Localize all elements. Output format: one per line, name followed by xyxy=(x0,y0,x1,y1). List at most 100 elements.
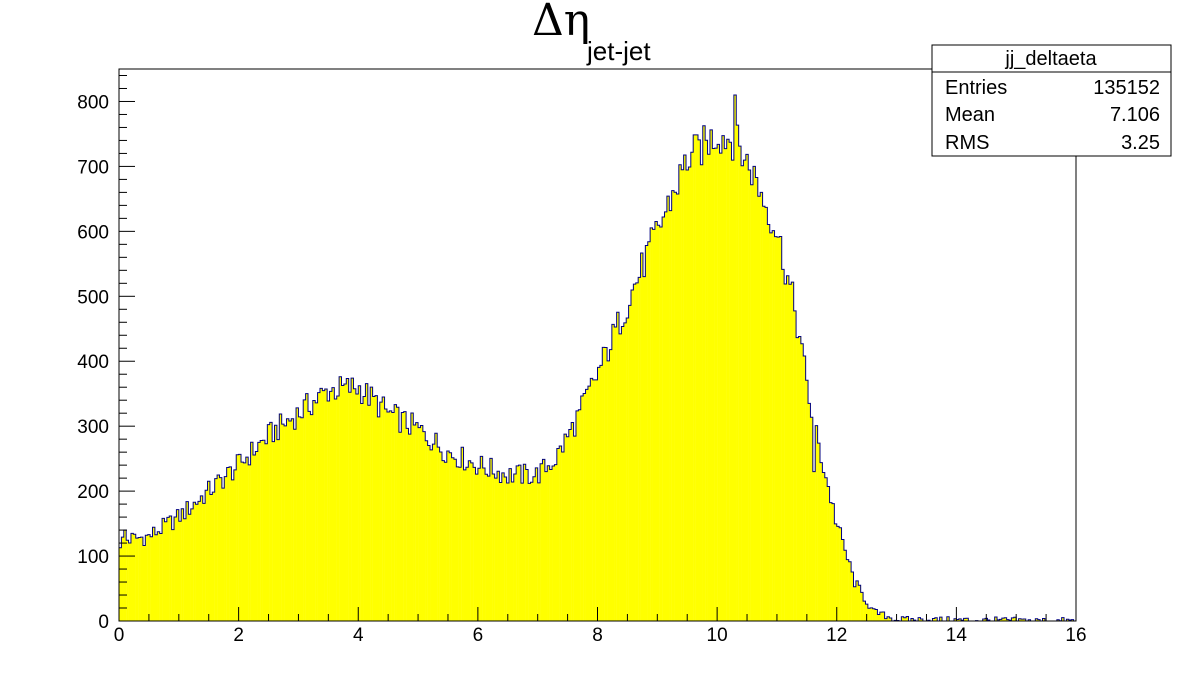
histogram-bin xyxy=(733,94,737,622)
histogram-bin xyxy=(468,460,471,621)
histogram-bin xyxy=(255,451,258,621)
histogram-bin xyxy=(444,462,447,621)
histogram-bin xyxy=(583,393,586,621)
histogram-bin xyxy=(676,193,680,621)
histogram-bin xyxy=(300,417,304,621)
histogram-bin xyxy=(657,225,660,621)
histogram-bin xyxy=(475,474,479,621)
histogram-bin xyxy=(671,190,675,621)
histogram-bin xyxy=(556,448,560,621)
histogram-bin xyxy=(839,527,842,621)
histogram-bin xyxy=(434,433,438,621)
histogram-bin xyxy=(834,523,837,621)
histogram-bin xyxy=(260,440,263,621)
histogram-bin xyxy=(674,192,677,621)
histogram-bin xyxy=(171,529,175,621)
stats-box-frame xyxy=(931,44,1172,157)
histogram-fill xyxy=(119,94,1074,622)
chart-title: Δη jet-jet xyxy=(532,0,651,66)
histogram-outline xyxy=(119,94,1076,622)
histogram-bin xyxy=(334,399,337,621)
histogram-bin xyxy=(415,422,419,621)
histogram-bin xyxy=(425,440,428,621)
histogram-bin xyxy=(865,604,869,621)
histogram-bin xyxy=(154,534,158,621)
histogram-bin xyxy=(298,416,302,621)
stats-rms-value: 3.25 xyxy=(1121,132,1160,154)
histogram-bin xyxy=(707,154,711,622)
histogram-bin xyxy=(901,616,904,621)
histogram-bin xyxy=(662,216,665,621)
histogram-bin xyxy=(336,395,340,621)
histogram-bin xyxy=(1013,617,1017,621)
x-tick-label: 6 xyxy=(473,625,484,646)
histogram-bin xyxy=(958,618,962,621)
histogram-bin xyxy=(1011,617,1014,621)
histogram-bin xyxy=(853,586,857,621)
histogram-bin xyxy=(537,482,541,621)
histogram-bin xyxy=(126,540,129,621)
histogram-bin xyxy=(233,469,237,621)
histogram-bin xyxy=(200,495,203,621)
histogram-bin xyxy=(688,166,691,622)
histogram-bin xyxy=(485,474,488,621)
histogram-bin xyxy=(910,618,914,621)
histogram-bin xyxy=(800,343,804,621)
histogram-bin xyxy=(492,474,495,621)
histogram-bin xyxy=(798,336,802,621)
histogram-bin xyxy=(245,457,249,621)
histogram-bin xyxy=(267,424,270,621)
histogram-bin xyxy=(884,618,888,621)
histogram-bin xyxy=(683,154,687,622)
histogram-bin xyxy=(616,312,620,621)
histogram-bin xyxy=(757,196,761,621)
histogram-bin xyxy=(123,530,127,621)
histogram-bin xyxy=(130,533,134,621)
histogram-bin xyxy=(1001,618,1005,621)
histogram-bin xyxy=(1056,619,1060,621)
histogram-bin xyxy=(994,617,998,621)
histogram-bin xyxy=(585,389,589,621)
histogram-bin xyxy=(147,534,151,621)
histogram-bin xyxy=(1061,617,1065,621)
histogram-bin xyxy=(743,160,747,621)
histogram-bin xyxy=(238,454,242,621)
histogram-bin xyxy=(1004,617,1007,621)
histogram-bin xyxy=(293,429,297,621)
histogram-bin xyxy=(997,619,1000,621)
histogram-bin xyxy=(178,521,182,621)
histogram-bin xyxy=(252,455,256,621)
histogram-bin xyxy=(331,387,335,621)
histogram-bin xyxy=(324,389,328,621)
histogram-bin xyxy=(229,466,232,621)
histogram-bin xyxy=(750,184,754,621)
histogram-bin xyxy=(571,422,574,621)
histogram-bin xyxy=(542,459,546,621)
histogram-bin xyxy=(886,616,890,621)
histogram-bin xyxy=(788,284,792,621)
histogram-bin xyxy=(623,322,627,621)
histogram-bin xyxy=(382,396,385,621)
histogram-bin xyxy=(315,402,318,621)
histogram-bin xyxy=(214,478,218,621)
y-tick-label: 600 xyxy=(77,222,109,243)
histogram-bin xyxy=(793,310,797,621)
histogram-bin xyxy=(181,508,184,621)
histogram-bin xyxy=(520,483,524,621)
chart-title-symbol: Δη xyxy=(532,0,590,46)
histogram-bin xyxy=(829,502,833,621)
histogram-bin xyxy=(351,378,354,621)
histogram-bin xyxy=(317,392,321,621)
histogram-bin xyxy=(822,472,825,621)
histogram-bin xyxy=(774,236,778,621)
histogram-bin xyxy=(427,445,431,621)
histogram-bin xyxy=(953,618,957,621)
histogram-bin xyxy=(599,365,603,621)
histogram-bin xyxy=(678,164,682,621)
histogram-bin xyxy=(432,444,436,621)
histogram-bin xyxy=(595,379,598,621)
histogram-bin xyxy=(855,580,859,621)
histogram-bin xyxy=(609,349,613,621)
chart-title-subscript: jet-jet xyxy=(586,36,651,66)
